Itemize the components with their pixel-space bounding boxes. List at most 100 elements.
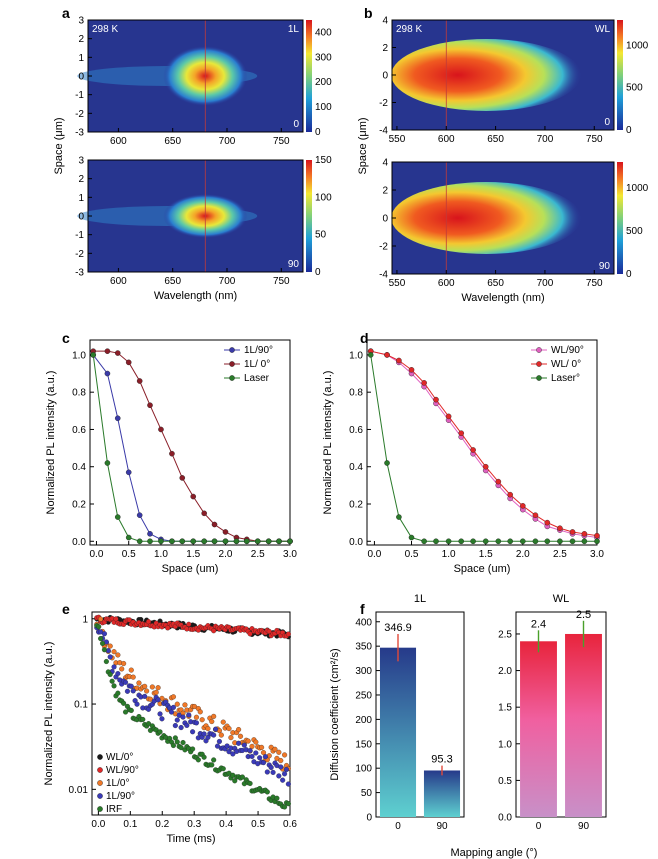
- data-point: [482, 538, 489, 545]
- x-tick-label: 0.0: [91, 819, 105, 830]
- heatmap-b-y-axis-label: Space (μm): [357, 117, 369, 174]
- data-point: [282, 771, 288, 777]
- data-point: [186, 712, 192, 718]
- data-point: [121, 700, 127, 706]
- y-axis-label: Diffusion coefficient (cm²/s): [329, 648, 341, 780]
- corner-label: 1L: [288, 24, 300, 35]
- data-point: [285, 801, 291, 807]
- data-point: [287, 538, 293, 545]
- y-tick-label: 150: [355, 739, 372, 750]
- y-tick-label: 1.0: [349, 350, 363, 361]
- data-point: [104, 460, 111, 466]
- corner-label: 298 K: [396, 24, 422, 35]
- y-tick-label: 250: [355, 690, 372, 701]
- data-point: [140, 716, 146, 722]
- data-point: [495, 538, 502, 545]
- corner-label: WL: [595, 24, 610, 35]
- data-point: [147, 538, 153, 545]
- data-point: [384, 460, 390, 466]
- data-point: [270, 769, 276, 775]
- emission-spot: [391, 182, 582, 254]
- data-point: [241, 742, 247, 748]
- x-tick-label: 3.0: [283, 549, 297, 560]
- data-point: [278, 758, 284, 764]
- y-tick-label: -2: [379, 242, 388, 253]
- data-point: [445, 538, 452, 545]
- legend-entry: WL/ 0°: [551, 359, 581, 370]
- colorbar-tick-label: 0: [315, 127, 321, 138]
- x-tick-label: 0: [395, 821, 401, 832]
- corner-label: 90: [599, 261, 611, 272]
- data-point: [259, 744, 265, 750]
- data-point: [186, 621, 192, 627]
- data-point: [254, 538, 261, 545]
- x-tick-label: 0.3: [187, 819, 201, 830]
- data-point: [445, 413, 452, 420]
- data-point: [264, 789, 270, 795]
- data-point: [268, 764, 274, 770]
- data-point: [274, 755, 280, 761]
- x-tick-label: 750: [273, 276, 290, 287]
- data-point: [532, 538, 539, 545]
- data-point: [569, 529, 576, 535]
- data-point: [581, 538, 588, 545]
- data-point: [190, 538, 197, 545]
- data-point: [111, 649, 117, 655]
- x-tick-label: 600: [110, 276, 127, 287]
- x-axis-label: Space (um): [162, 563, 219, 575]
- legend-swatch-marker: [97, 767, 103, 773]
- data-point: [155, 697, 161, 703]
- data-point: [201, 754, 207, 760]
- data-point: [114, 415, 121, 422]
- x-tick-label: 700: [219, 276, 236, 287]
- y-tick-label: 1.0: [498, 739, 512, 750]
- data-point: [199, 717, 205, 723]
- data-point: [170, 742, 176, 749]
- colorbar-tick-label: 100: [315, 102, 332, 113]
- colorbar-tick-label: 0: [315, 267, 321, 278]
- y-tick-label: 2.5: [498, 629, 512, 640]
- data-point: [272, 746, 278, 752]
- bar: [379, 647, 417, 817]
- heatmap-b-top: 550 600 650 700 750 -4 -2 0 2 4 298 K WL 0 0 500 1000: [379, 16, 649, 146]
- data-point: [274, 795, 280, 801]
- data-point: [220, 719, 226, 725]
- data-point: [237, 733, 244, 739]
- data-point: [276, 749, 282, 755]
- y-axis-label: Normalized PL intensity (a.u.): [322, 371, 334, 515]
- data-point: [544, 519, 551, 526]
- data-point: [264, 769, 270, 775]
- corner-label: 0: [604, 117, 610, 128]
- y-tick-label: 3: [78, 156, 84, 167]
- x-tick-label: 0: [536, 821, 542, 832]
- x-tick-label: 600: [110, 136, 127, 147]
- y-tick-label: 4: [382, 158, 388, 169]
- panel-label-c: c: [62, 330, 70, 346]
- data-point: [276, 773, 282, 779]
- data-point: [128, 667, 134, 673]
- colorbar: [306, 160, 312, 272]
- legend-swatch-marker: [229, 347, 235, 353]
- bar-chart-title: 1L: [414, 593, 426, 605]
- data-point: [236, 740, 242, 746]
- data-point: [285, 631, 291, 637]
- data-point: [433, 538, 439, 545]
- data-point: [213, 726, 219, 732]
- data-point: [249, 753, 255, 760]
- data-point: [594, 538, 600, 545]
- colorbar-tick-label: 400: [315, 27, 332, 38]
- x-axis-label: Space (um): [454, 563, 511, 575]
- bar-value-label: 346.9: [384, 622, 412, 634]
- data-point: [90, 352, 97, 358]
- x-tick-label: 90: [578, 821, 590, 832]
- data-point: [169, 450, 175, 457]
- data-point: [158, 426, 164, 433]
- data-point: [253, 750, 259, 756]
- data-point: [282, 804, 288, 810]
- data-point: [201, 538, 207, 545]
- data-point: [228, 735, 234, 741]
- data-point: [205, 726, 211, 732]
- data-point: [384, 352, 390, 358]
- y-tick-label: 0.6: [72, 425, 86, 436]
- data-point: [134, 701, 140, 707]
